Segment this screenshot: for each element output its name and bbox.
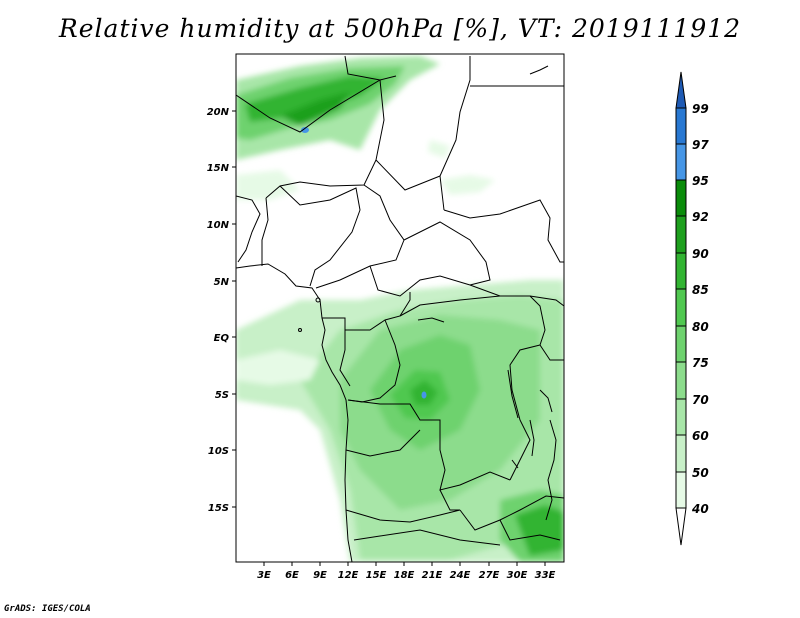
colorbar-label: 40 <box>691 502 709 516</box>
map-title: Relative humidity at 500hPa [%], VT: 201… <box>58 14 742 43</box>
colorbar-swatch <box>675 179 687 217</box>
lat-axis: 20N 15N 10N 5N EQ 5S 10S 15S <box>207 107 236 514</box>
colorbar-swatch <box>675 252 687 290</box>
lon-label: 9E <box>313 570 327 581</box>
colorbar-swatch <box>675 288 687 327</box>
colorbar-top-arrow <box>675 71 687 109</box>
lon-label: 12E <box>338 570 359 581</box>
colorbar-label: 60 <box>692 429 709 443</box>
lat-label: 10S <box>208 446 229 457</box>
map-frame <box>235 53 565 563</box>
colorbar-label: 70 <box>692 393 709 407</box>
lon-label: 21E <box>422 570 443 581</box>
colorbar-swatch <box>675 398 687 436</box>
lat-label: 20N <box>207 107 230 118</box>
colorbar-swatch <box>675 325 687 363</box>
colorbar-label: 80 <box>692 320 709 334</box>
colorbar-label: 92 <box>692 210 709 224</box>
lon-label: 18E <box>394 570 415 581</box>
colorbar-swatch <box>675 215 687 254</box>
country-borders <box>236 55 564 562</box>
colorbar: 99 97 95 92 90 85 80 75 70 60 50 40 <box>675 71 709 546</box>
lon-label: 24E <box>450 570 471 581</box>
colorbar-label: 75 <box>692 356 709 370</box>
lon-axis: 3E 6E 9E 12E 15E 18E 21E 24E 27E 30E 33E <box>257 562 556 581</box>
lon-label: 15E <box>366 570 387 581</box>
colorbar-bottom-arrow <box>675 507 687 546</box>
lat-label: EQ <box>214 333 230 344</box>
colorbar-label: 99 <box>692 102 709 116</box>
lon-label: 27E <box>479 570 500 581</box>
lat-label: 15S <box>208 503 229 514</box>
lon-label: 33E <box>535 570 556 581</box>
lat-label: 5S <box>215 390 229 401</box>
colorbar-swatch <box>675 143 687 181</box>
peak-marker-north <box>301 127 309 133</box>
peak-marker-congo <box>421 391 427 399</box>
lon-label: 6E <box>285 570 299 581</box>
colorbar-swatch <box>675 361 687 400</box>
colorbar-label: 97 <box>692 138 709 152</box>
grads-credit: GrADS: IGES/COLA <box>4 604 91 614</box>
colorbar-label: 95 <box>692 174 709 188</box>
colorbar-label: 50 <box>692 466 709 480</box>
lon-label: 3E <box>257 570 271 581</box>
lat-label: 15N <box>207 163 230 174</box>
lat-label: 5N <box>214 277 230 288</box>
colorbar-swatch <box>675 434 687 473</box>
humidity-field <box>236 56 564 562</box>
colorbar-label: 85 <box>692 283 709 297</box>
colorbar-label: 90 <box>692 247 709 261</box>
lat-label: 10N <box>207 220 230 231</box>
colorbar-swatch <box>675 107 687 145</box>
lon-label: 30E <box>507 570 528 581</box>
colorbar-swatch <box>675 471 687 509</box>
